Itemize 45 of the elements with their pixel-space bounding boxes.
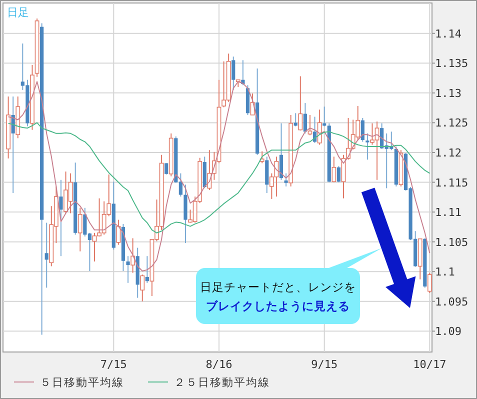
x-tick-label: 8/16: [206, 358, 232, 371]
candlestick: [232, 56, 236, 90]
x-tick-label: 10/17: [413, 358, 446, 371]
y-tick-label: 1.12: [435, 146, 462, 160]
candlestick: [279, 122, 284, 180]
legend-label: ５日移動平均線: [40, 376, 124, 389]
y-tick-label: 1.11: [435, 206, 462, 220]
y-tick-label: 1.135: [435, 57, 468, 70]
annotation: 日足チャートだと、レンジを: [200, 280, 356, 294]
candlestick: [140, 274, 145, 302]
legend-label: ２５日移動平均線: [174, 376, 270, 389]
candlestick: [260, 150, 264, 164]
y-tick-label: 1.13: [435, 86, 462, 100]
annotation: 日足: [7, 6, 29, 19]
candlestick: [78, 207, 82, 252]
x-tick-label: 9/15: [311, 358, 338, 371]
candlestick: [303, 102, 307, 134]
candlestick: [284, 172, 288, 187]
candlestick: [145, 256, 149, 284]
annotation: ブレイクしたように見える: [206, 299, 350, 313]
candlestick: [126, 256, 130, 284]
y-tick-label: 1.14: [435, 27, 462, 40]
candlestick: [294, 112, 298, 127]
y-tick-label: 1.125: [435, 116, 468, 130]
y-tick-label: 1.09: [435, 325, 462, 338]
candlestick: [336, 166, 341, 183]
callout: 日足チャートだと、レンジを ブレイクしたように見える: [196, 248, 382, 324]
candlestick: [130, 238, 136, 274]
candlestick: [59, 179, 63, 257]
candlestick: [164, 162, 168, 176]
legend-item: ５日移動平均線: [14, 376, 124, 389]
legend-item: ２５日移動平均線: [148, 376, 270, 389]
candlestick: [360, 117, 364, 142]
y-tick-label: 1.105: [435, 236, 468, 249]
candlestick: [298, 76, 303, 131]
y-tick-label: 1.095: [435, 295, 468, 308]
candlestick: [332, 156, 336, 183]
y-tick-label: 1.115: [435, 176, 468, 190]
candlestick: [116, 219, 121, 246]
candlestick: [44, 222, 48, 288]
candlestick: [317, 109, 322, 146]
x-tick-label: 7/15: [100, 358, 127, 371]
candlestick: [366, 132, 370, 160]
y-tick-label: 1.1: [435, 266, 455, 279]
candlestick: [308, 114, 312, 136]
